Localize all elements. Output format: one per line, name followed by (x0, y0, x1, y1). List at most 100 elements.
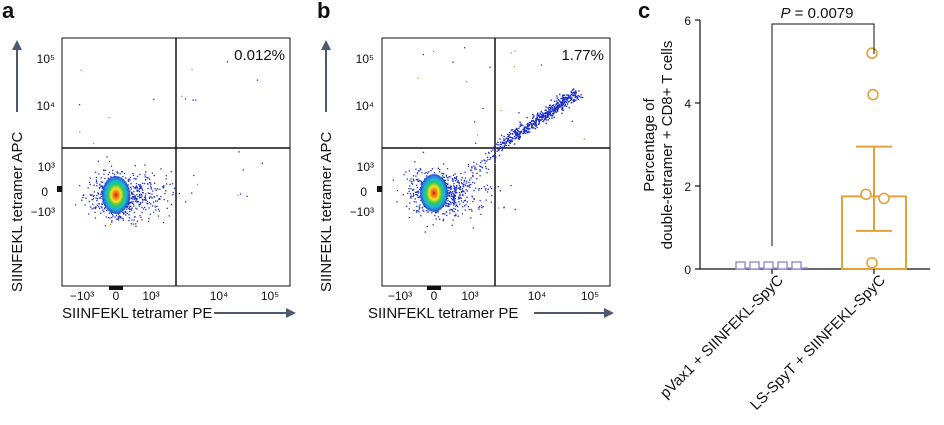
event-dot (497, 207, 500, 209)
event-dot (92, 203, 94, 205)
event-dot (437, 216, 440, 218)
event-dot (558, 103, 561, 106)
event-dot (112, 169, 114, 172)
event-dot (515, 135, 517, 137)
event-dot (137, 195, 139, 198)
event-dot (191, 192, 193, 194)
event-dot (93, 195, 95, 197)
event-dot (499, 147, 501, 149)
event-dot (545, 109, 547, 111)
event-dot (396, 201, 398, 203)
event-dot (112, 215, 114, 217)
event-dot (485, 189, 487, 191)
event-dot (544, 117, 547, 119)
event-dot (492, 155, 495, 157)
event-dot (423, 210, 425, 212)
event-dot (132, 193, 134, 195)
event-dot (462, 190, 464, 193)
event-dot (544, 114, 547, 116)
y-tick-a-0: 0 (41, 185, 48, 199)
event-dot (137, 220, 139, 222)
event-dot (512, 131, 515, 133)
y-tick-a-1e5: 10⁵ (37, 52, 55, 66)
event-dot (455, 189, 457, 191)
event-dot (526, 127, 528, 130)
event-dot (523, 128, 525, 131)
event-dot (121, 171, 123, 173)
event-dot (413, 201, 415, 203)
y-axis-label-b: SIINFEKL tetramer APC (318, 132, 335, 292)
event-dot (570, 90, 572, 92)
event-dot (493, 155, 495, 158)
event-dot (452, 219, 454, 221)
event-dot (540, 116, 543, 118)
event-dot (514, 131, 516, 133)
event-dot (562, 109, 564, 111)
event-dot (144, 206, 146, 208)
event-dot (100, 185, 103, 187)
event-dot (449, 191, 451, 193)
event-dot (461, 177, 463, 179)
event-dot (574, 91, 576, 93)
event-dot (514, 138, 516, 140)
event-dot (147, 177, 149, 179)
event-dot (448, 203, 450, 205)
event-dot (100, 203, 103, 205)
x-axis-label-b: SIINFEKL tetramer PE (368, 305, 518, 322)
event-dot (501, 150, 503, 152)
event-dot (116, 218, 118, 220)
event-dot (535, 119, 537, 121)
event-dot (128, 217, 130, 219)
event-dot (452, 179, 454, 181)
event-dot (434, 212, 437, 214)
event-dot (531, 120, 533, 123)
event-dot (482, 107, 484, 110)
event-dot (130, 191, 133, 193)
event-dot (449, 212, 451, 214)
event-dot (171, 183, 174, 185)
event-dot (568, 107, 570, 109)
event-dot (466, 190, 469, 192)
event-dot (89, 183, 91, 186)
event-dot (98, 173, 100, 175)
event-dot (528, 125, 530, 127)
event-dot (145, 178, 147, 181)
event-dot (457, 187, 459, 189)
event-dot (157, 208, 160, 210)
event-dot (573, 99, 575, 101)
y-tick-b-1e5: 10⁵ (356, 52, 374, 66)
event-dot (516, 128, 518, 130)
event-dot (489, 186, 492, 188)
event-dot (453, 200, 455, 202)
event-dot (142, 182, 144, 184)
event-dot (463, 200, 466, 202)
event-dot (107, 216, 110, 219)
event-dot (134, 165, 136, 167)
event-dot (526, 123, 528, 125)
event-dot (146, 201, 148, 203)
event-dot (93, 184, 95, 186)
event-dot (115, 214, 118, 216)
event-dot (261, 162, 263, 164)
event-dot (580, 96, 582, 99)
event-dot (447, 192, 449, 194)
event-dot (566, 96, 568, 99)
event-dot (133, 203, 135, 206)
event-dot (191, 68, 193, 70)
event-dot (497, 141, 499, 143)
event-dot (162, 221, 165, 224)
event-dot (131, 198, 133, 200)
event-dot (501, 146, 503, 148)
event-dot (130, 205, 132, 207)
event-dot (471, 209, 473, 211)
event-dot (410, 188, 412, 190)
event-dot (412, 183, 414, 185)
x-tick-b-neg1e3: −10³ (388, 289, 412, 303)
event-dot (547, 110, 550, 113)
event-dot (420, 180, 422, 182)
event-dot (466, 196, 468, 198)
event-dot (96, 185, 98, 187)
event-dot (419, 167, 421, 170)
event-dot (556, 95, 558, 97)
event-dot (514, 208, 516, 210)
